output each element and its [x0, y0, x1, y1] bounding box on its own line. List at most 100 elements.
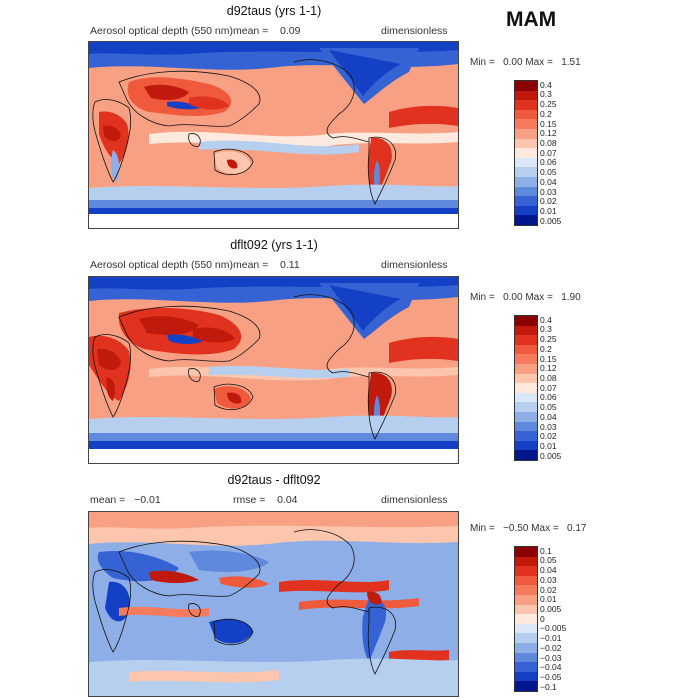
min-max-readout: Min = 0.00 Max = 1.51 — [470, 57, 581, 68]
colorbar-swatch — [515, 128, 537, 139]
map-dflt092 — [88, 276, 459, 464]
map-difference — [88, 511, 459, 697]
colorbar-labels: 0.4 0.3 0.25 0.2 0.15 0.12 0.08 0.07 0.06 0.05 0.0… — [540, 315, 561, 461]
colorbar-level: −0.01 — [540, 633, 562, 644]
colorbar-swatch — [515, 671, 537, 682]
colorbar-swatch — [515, 575, 537, 586]
colorbar-level: 0.3 — [540, 324, 552, 335]
colorbar — [514, 315, 538, 461]
colorbar-level: 0.4 — [540, 314, 552, 325]
colorbar-level: −0.005 — [540, 623, 567, 634]
colorbar-swatch — [515, 585, 537, 595]
colorbar-swatch — [515, 547, 537, 557]
colorbar-swatch — [515, 450, 537, 460]
colorbar-level: 0.04 — [540, 565, 557, 576]
colorbar-swatch — [515, 383, 537, 393]
colorbar-level: 0.25 — [540, 334, 557, 345]
colorbar-swatch — [515, 196, 537, 206]
map-svg — [89, 42, 458, 228]
colorbar-swatch — [515, 431, 537, 441]
colorbar-swatch — [515, 373, 537, 384]
colorbar-level: −0.05 — [540, 672, 562, 683]
colorbar-level: 0.03 — [540, 574, 557, 585]
colorbar-swatch — [515, 421, 537, 432]
field-label: Aerosol optical depth (550 nm) — [90, 25, 233, 37]
colorbar-level: 0.08 — [540, 373, 557, 384]
colorbar-level: 0.04 — [540, 411, 557, 422]
colorbar-swatch — [515, 186, 537, 197]
map-d92taus — [88, 41, 459, 229]
colorbar-swatch — [515, 176, 537, 187]
colorbar-level: 0.005 — [540, 215, 562, 226]
colorbar-level: −0.1 — [540, 681, 557, 692]
max-value: 1.51 — [561, 57, 581, 68]
mean-value: −0.01 — [134, 494, 161, 506]
colorbar-swatch — [515, 81, 537, 91]
colorbar-level: 0.03 — [540, 186, 557, 197]
min-max-readout: Min = −0.50 Max = 0.17 — [470, 523, 587, 534]
colorbar-level: 0.25 — [540, 99, 557, 110]
colorbar-level: 0.12 — [540, 363, 557, 374]
mean-value: 0.09 — [280, 25, 301, 37]
colorbar-swatch — [515, 363, 537, 374]
colorbar-swatch — [515, 344, 537, 355]
colorbar-level: 0.3 — [540, 89, 552, 100]
colorbar-level: 0.05 — [540, 555, 557, 566]
colorbar-level: 0.12 — [540, 128, 557, 139]
colorbar-swatch — [515, 354, 537, 364]
mean-label: mean = 0.09 — [233, 25, 301, 37]
colorbar-level: 0.2 — [540, 343, 552, 354]
colorbar-labels: 0.4 0.3 0.25 0.2 0.15 0.12 0.08 0.07 0.06 0.05 0.0… — [540, 80, 561, 226]
colorbar-level: −0.02 — [540, 642, 562, 653]
colorbar-swatch — [515, 681, 537, 691]
colorbar-swatch — [515, 157, 537, 168]
colorbar-swatch — [515, 556, 537, 567]
colorbar-level: 0.02 — [540, 196, 557, 207]
rmse-label: rmse = 0.04 — [233, 494, 298, 506]
units-label: dimensionless — [381, 494, 448, 506]
min-value: 0.00 — [503, 292, 523, 303]
colorbar-swatch — [515, 604, 537, 615]
colorbar-level: 0.07 — [540, 382, 557, 393]
colorbar-swatch — [515, 642, 537, 653]
colorbar-swatch — [515, 148, 537, 158]
mean-value: 0.11 — [280, 259, 300, 271]
map-svg — [89, 512, 458, 696]
colorbar-level: 0.06 — [540, 157, 557, 168]
colorbar-level: 0.05 — [540, 402, 557, 413]
panel-title: d92taus (yrs 1-1) — [226, 4, 322, 18]
colorbar-level: −0.03 — [540, 652, 562, 663]
colorbar-swatch — [515, 215, 537, 225]
field-label: Aerosol optical depth (550 nm) — [90, 259, 233, 271]
colorbar-level: 0 — [540, 613, 545, 624]
colorbar-level: 0.15 — [540, 353, 557, 364]
colorbar-swatch — [515, 392, 537, 403]
colorbar-level: 0.03 — [540, 421, 557, 432]
panel-title: dflt092 (yrs 1-1) — [230, 238, 318, 252]
colorbar-swatch — [515, 100, 537, 110]
colorbar-level: 0.08 — [540, 138, 557, 149]
colorbar-swatch — [515, 205, 537, 216]
panel-title: d92taus - dflt092 — [227, 473, 321, 487]
colorbar-swatch — [515, 109, 537, 120]
colorbar-level: −0.04 — [540, 662, 562, 673]
colorbar-level: 0.01 — [540, 441, 557, 452]
map-svg — [89, 277, 458, 463]
colorbar-swatch — [515, 325, 537, 336]
colorbar-swatch — [515, 138, 537, 149]
colorbar-level: 0.005 — [540, 604, 562, 615]
season-label: MAM — [506, 8, 557, 31]
colorbar-swatch — [515, 614, 537, 624]
colorbar-swatch — [515, 623, 537, 634]
colorbar-level: 0.05 — [540, 167, 557, 178]
max-value: 1.90 — [561, 292, 581, 303]
colorbar-level: 0.01 — [540, 206, 557, 217]
colorbar-labels: 0.1 0.05 0.04 0.03 0.02 0.01 0.005 0 −0.005 −0.01… — [540, 546, 566, 692]
min-max-readout: Min = 0.00 Max = 1.90 — [470, 292, 581, 303]
colorbar — [514, 80, 538, 226]
colorbar-swatch — [515, 633, 537, 643]
colorbar-swatch — [515, 662, 537, 672]
colorbar-level: 0.4 — [540, 79, 552, 90]
units-label: dimensionless — [381, 259, 448, 271]
colorbar-level: 0.15 — [540, 118, 557, 129]
